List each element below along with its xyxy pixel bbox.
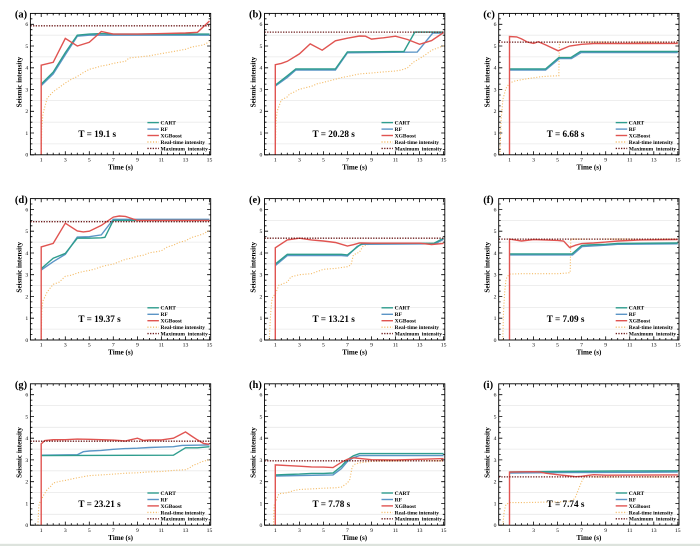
- svg-text:(a): (a): [15, 10, 28, 21]
- svg-text:(b): (b): [249, 10, 262, 21]
- svg-text:T = 7.09 s: T = 7.09 s: [547, 314, 585, 324]
- svg-text:T = 7.74 s: T = 7.74 s: [547, 499, 585, 509]
- svg-text:(g): (g): [15, 380, 28, 391]
- svg-text:(c): (c): [483, 10, 495, 21]
- svg-text:T = 19.37 s: T = 19.37 s: [78, 314, 121, 324]
- svg-text:(f): (f): [483, 195, 494, 206]
- svg-text:T = 19.1 s: T = 19.1 s: [78, 129, 116, 139]
- svg-text:(e): (e): [249, 195, 261, 206]
- svg-text:(h): (h): [249, 380, 262, 391]
- svg-text:T = 23.21 s: T = 23.21 s: [78, 499, 121, 509]
- svg-text:(i): (i): [483, 380, 493, 391]
- svg-text:T = 13.21 s: T = 13.21 s: [313, 314, 356, 324]
- svg-text:(d): (d): [15, 195, 28, 206]
- svg-text:T = 7.78 s: T = 7.78 s: [313, 499, 351, 509]
- svg-text:T = 6.68 s: T = 6.68 s: [547, 129, 585, 139]
- svg-text:T = 20.28 s: T = 20.28 s: [313, 129, 356, 139]
